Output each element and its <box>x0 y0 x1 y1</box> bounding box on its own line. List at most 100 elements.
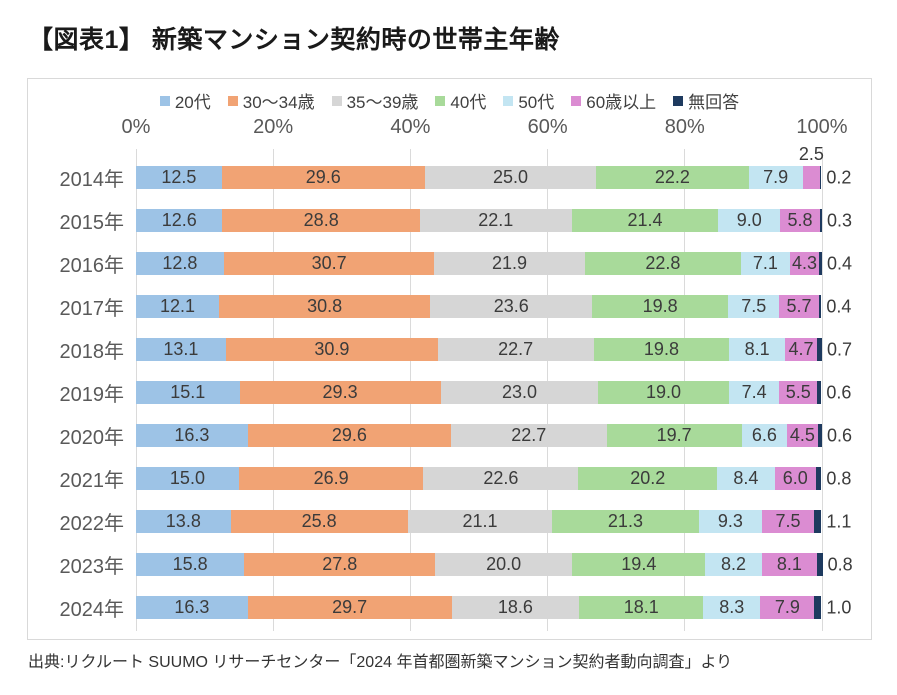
bar-segment: 21.9 <box>434 252 585 275</box>
outside-value-label: 0.7 <box>827 339 853 359</box>
segment-value-label: 5.5 <box>785 382 811 402</box>
bar-segment: 7.5 <box>762 510 814 533</box>
bar-segment: 29.3 <box>239 381 441 404</box>
bar-row: 2024年 16.3 29.7 18.6 18.1 8.3 7.9 1.0 <box>28 586 871 629</box>
legend-item: 40代 <box>435 88 486 113</box>
segment-value-label: 30.9 <box>314 339 350 359</box>
bar-segment <box>819 166 822 189</box>
segment-value-label: 7.4 <box>741 382 767 402</box>
segment-value-label: 4.7 <box>788 339 814 359</box>
bar-segment: 5.7 <box>779 295 819 318</box>
bar-segment: 22.7 <box>437 338 594 361</box>
legend-label: 50代 <box>518 93 555 112</box>
segment-value-label: 16.3 <box>174 597 210 617</box>
segment-value-label: 6.0 <box>782 468 808 488</box>
bar-segment: 23.6 <box>430 295 593 318</box>
bar-segment: 18.1 <box>579 596 704 619</box>
segment-value-label: 15.8 <box>172 554 208 574</box>
bar-segment: 22.2 <box>596 166 749 189</box>
bar-segment <box>819 209 822 232</box>
bar-segment: 15.8 <box>136 553 245 576</box>
bar-segment: 19.8 <box>593 338 730 361</box>
segment-value-label: 28.8 <box>303 210 339 230</box>
outside-value-label: 1.1 <box>826 511 852 531</box>
bar-segment: 21.1 <box>407 510 553 533</box>
outside-value-label: 0.8 <box>827 554 853 574</box>
outside-value-label: 0.8 <box>826 468 852 488</box>
segment-value-label: 22.7 <box>511 425 547 445</box>
outside-value-label: 0.2 <box>826 167 852 187</box>
bar-segment: 29.6 <box>221 166 425 189</box>
outside-value-label: 0.6 <box>826 382 852 402</box>
legend-label: 60歳以上 <box>586 93 657 112</box>
legend-swatch <box>673 95 684 106</box>
segment-value-label: 19.8 <box>642 296 678 316</box>
bar-row: 2019年 15.1 29.3 23.0 19.0 7.4 5.5 0.6 <box>28 371 871 414</box>
bar-segment: 5.5 <box>779 381 818 404</box>
segment-value-label: 5.7 <box>786 296 812 316</box>
outside-value-label: 1.0 <box>826 597 852 617</box>
bar-segment: 28.8 <box>222 209 420 232</box>
bar-segment: 29.6 <box>247 424 451 447</box>
segment-value-label: 20.0 <box>486 554 522 574</box>
bar-segment: 13.1 <box>136 338 226 361</box>
segment-value-label: 26.9 <box>313 468 349 488</box>
segment-value-label: 9.3 <box>717 511 743 531</box>
category-label: 2019年 <box>59 384 125 406</box>
legend-item: 35〜39歳 <box>331 88 418 113</box>
stacked-bar: 15.8 27.8 20.0 19.4 8.2 8.1 0.8 <box>136 553 853 576</box>
category-label: 2016年 <box>59 255 125 277</box>
x-tick-label: 0% <box>121 116 151 138</box>
category-label: 2015年 <box>59 212 125 234</box>
segment-value-label: 21.4 <box>627 210 663 230</box>
segment-value-label: 25.0 <box>493 167 529 187</box>
legend-item: 無回答 <box>673 88 739 113</box>
chart-panel: 20代 30〜34歳 35〜39歳 40代 50代 60歳以上 無回答 0% 20% 40% 60… <box>27 78 872 640</box>
bar-segment: 6.0 <box>774 467 816 490</box>
bar-segment: 25.8 <box>230 510 408 533</box>
bar-segment: 16.3 <box>136 424 248 447</box>
bar-segment: 15.0 <box>136 467 239 490</box>
bar-segment: 20.2 <box>578 467 718 490</box>
above-value-label: 2.5 <box>798 144 824 164</box>
bar-segment: 19.4 <box>572 553 706 576</box>
segment-value-label: 22.1 <box>478 210 514 230</box>
stacked-bar: 15.1 29.3 23.0 19.0 7.4 5.5 0.6 <box>136 381 851 404</box>
stacked-bar: 12.1 30.8 23.6 19.8 7.5 5.7 0.4 <box>136 295 851 318</box>
bar-row: 2017年 12.1 30.8 23.6 19.8 7.5 5.7 0.4 <box>28 285 871 328</box>
bar-segment <box>813 510 822 533</box>
bar-segment: 7.1 <box>741 252 790 275</box>
segment-value-label: 16.3 <box>174 425 210 445</box>
legend-item: 20代 <box>159 88 211 113</box>
gridline <box>821 149 823 631</box>
bar-segment: 30.9 <box>225 338 438 361</box>
segment-value-label: 21.1 <box>462 511 498 531</box>
bar-segment: 8.1 <box>729 338 785 361</box>
bar-segment: 20.0 <box>435 553 573 576</box>
legend-swatch <box>227 95 238 106</box>
bar-segment: 22.7 <box>450 424 607 447</box>
segment-value-label: 21.3 <box>607 511 643 531</box>
segment-value-label: 18.1 <box>623 597 659 617</box>
segment-value-label: 12.1 <box>159 296 196 316</box>
stacked-bar: 12.6 28.8 22.1 21.4 9.0 5.8 0.3 <box>136 209 852 232</box>
segment-value-label: 18.6 <box>497 597 533 617</box>
bar-segment: 19.7 <box>606 424 742 447</box>
x-tick-label: 20% <box>253 116 294 138</box>
stacked-bar: 12.5 29.6 25.0 22.2 7.9 2.5 0.2 <box>136 144 851 189</box>
bar-row: 2016年 12.8 30.7 21.9 22.8 7.1 4.3 0.4 <box>28 242 871 285</box>
category-label: 2023年 <box>59 556 125 578</box>
bar-segment: 12.8 <box>136 252 224 275</box>
x-tick-label: 60% <box>527 116 568 138</box>
category-label: 2017年 <box>59 298 125 320</box>
bar-segment <box>814 596 822 619</box>
bar-segment: 21.4 <box>571 209 719 232</box>
legend-label: 30〜34歳 <box>242 93 315 112</box>
bar-segment: 19.8 <box>592 295 728 318</box>
bar-segment: 6.6 <box>741 424 787 447</box>
segment-value-label: 7.9 <box>763 167 789 187</box>
bar-segment: 9.0 <box>718 209 781 232</box>
segment-value-label: 8.3 <box>719 597 745 617</box>
category-label: 2020年 <box>59 427 125 449</box>
segment-value-label: 4.5 <box>789 425 815 445</box>
